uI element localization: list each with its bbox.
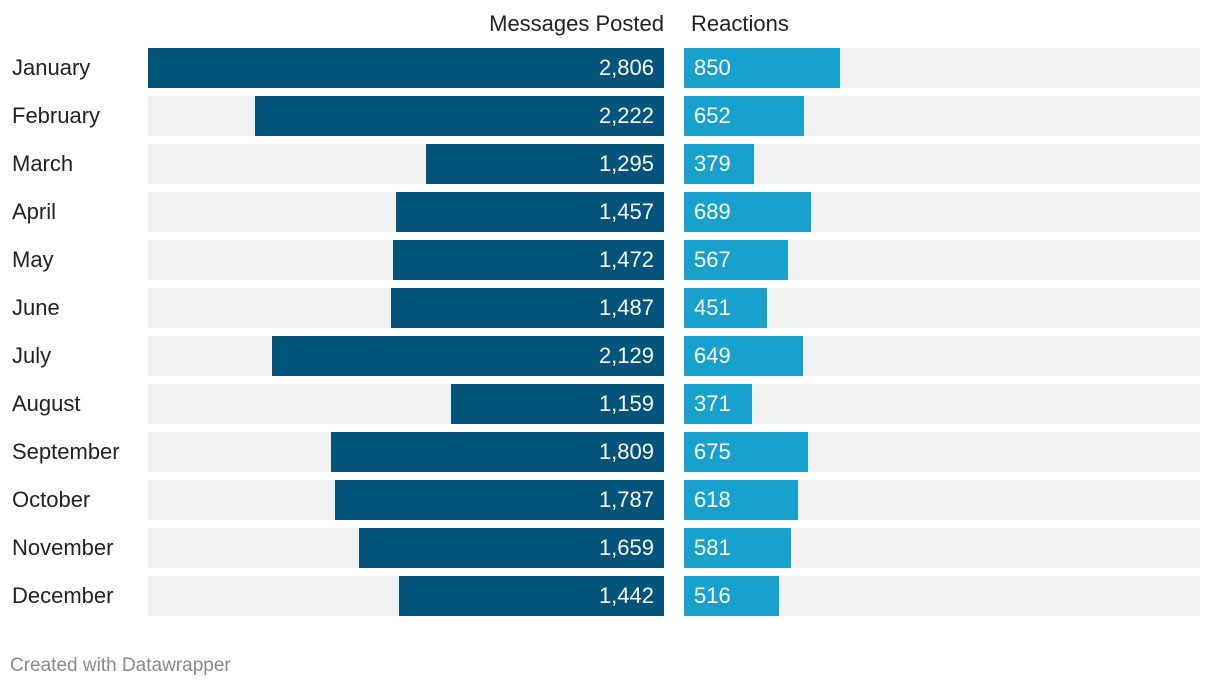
messages-bar [399,576,664,616]
messages-bar [391,288,664,328]
reactions-header: Reactions [691,11,789,36]
category-label: January [12,55,91,80]
reactions-value-label: 618 [694,487,731,512]
reactions-bar [684,48,840,88]
chart-row: September 1,809 675 [0,432,1220,472]
reactions-value-label: 567 [694,247,731,272]
reactions-value-label: 850 [694,55,731,80]
messages-bar [255,96,664,136]
category-label: March [12,151,74,176]
messages-bar [451,384,664,424]
reactions-bar [684,144,754,184]
chart-row: July 2,129 649 [0,336,1220,376]
category-label: October [12,487,91,512]
reactions-bar [684,96,804,136]
credit-footer: Created with Datawrapper [10,655,231,676]
chart-row: October 1,787 618 [0,480,1220,520]
reactions-value-label: 451 [694,295,731,320]
messages-posted-header: Messages Posted [489,11,664,36]
messages-bar [393,240,664,280]
messages-bar [148,48,664,88]
split-bar-chart: Messages Posted Reactions January 2,806 85… [0,11,1220,616]
messages-bar [359,528,664,568]
reactions-value-label: 649 [694,343,731,368]
messages-value-label: 1,472 [598,247,654,272]
reactions-value-label: 516 [694,583,731,608]
chart-row: April 1,457 689 [0,192,1220,232]
category-label: August [12,391,81,416]
messages-value-label: 1,487 [598,295,654,320]
reactions-bar [684,288,767,328]
messages-bar [396,192,664,232]
reactions-bar [684,336,803,376]
messages-bar [331,432,664,472]
chart-row: December 1,442 516 [0,576,1220,616]
category-label: November [12,535,114,560]
category-label: May [12,247,54,272]
reactions-bar [684,480,798,520]
messages-value-label: 2,806 [598,55,654,80]
chart-row: February 2,222 652 [0,96,1220,136]
reactions-value-label: 675 [694,439,731,464]
messages-bar [426,144,664,184]
reactions-value-label: 689 [694,199,731,224]
messages-value-label: 2,222 [598,103,654,128]
messages-value-label: 1,457 [598,199,654,224]
chart-row: November 1,659 581 [0,528,1220,568]
category-label: July [12,343,52,368]
reactions-value-label: 379 [694,151,731,176]
messages-value-label: 1,659 [598,535,654,560]
reactions-track [684,144,1200,184]
messages-value-label: 1,295 [598,151,654,176]
category-label: February [12,103,101,128]
reactions-bar [684,576,779,616]
chart-row: June 1,487 451 [0,288,1220,328]
reactions-track [684,384,1200,424]
messages-value-label: 1,442 [598,583,654,608]
chart-row: August 1,159 371 [0,384,1220,424]
messages-value-label: 2,129 [598,343,654,368]
messages-value-label: 1,159 [598,391,654,416]
category-label: September [12,439,120,464]
category-label: April [12,199,57,224]
reactions-track [684,288,1200,328]
messages-bar [335,480,664,520]
reactions-bar [684,528,791,568]
category-label: December [12,583,114,608]
category-label: June [12,295,60,320]
messages-value-label: 1,787 [598,487,654,512]
reactions-value-label: 371 [694,391,731,416]
reactions-bar [684,192,811,232]
chart-row: March 1,295 379 [0,144,1220,184]
messages-bar [272,336,664,376]
reactions-value-label: 581 [694,535,731,560]
reactions-bar [684,240,788,280]
reactions-value-label: 652 [694,103,731,128]
chart-row: May 1,472 567 [0,240,1220,280]
reactions-bar [684,432,808,472]
messages-value-label: 1,809 [598,439,654,464]
reactions-bar [684,384,752,424]
chart-row: January 2,806 850 [0,48,1220,88]
